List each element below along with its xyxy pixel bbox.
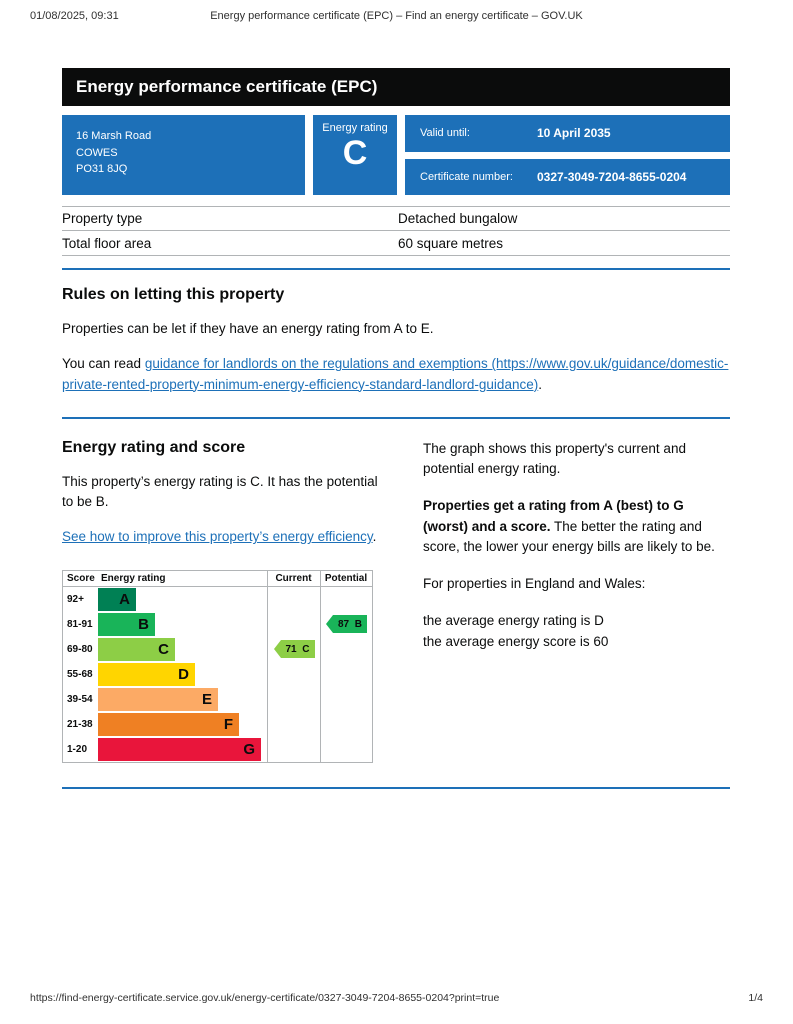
energy-rating-value: C <box>342 134 368 172</box>
address-line-2: COWES <box>76 146 118 159</box>
epc-band-row: 69-80 C <box>63 637 372 662</box>
average-rating-line: the average energy rating is D <box>423 613 604 629</box>
certificate-number-box: Certificate number: 0327-3049-7204-8655-… <box>405 158 730 195</box>
footer-page-number: 1/4 <box>748 992 763 1004</box>
page-content: Energy performance certificate (EPC) 16 … <box>62 68 730 789</box>
potential-rating-tag: 87 B <box>326 615 367 633</box>
band-bar-d: D <box>98 662 195 686</box>
guidance-prefix: You can read <box>62 356 145 372</box>
epc-banner: Energy performance certificate (EPC) <box>62 68 730 106</box>
chart-column-divider <box>267 570 268 762</box>
epc-chart-header: Score Energy rating Current Potential <box>63 571 372 587</box>
letting-rules-heading: Rules on letting this property <box>62 286 285 303</box>
rating-section-right-column: The graph shows this property's current … <box>423 439 730 669</box>
details-value: 60 square metres <box>398 235 504 251</box>
chart-header-current: Current <box>275 572 312 584</box>
epc-band-row: 92+ A <box>63 587 372 612</box>
certificate-number-label: Certificate number: <box>420 170 513 183</box>
valid-until-value: 10 April 2035 <box>537 126 611 141</box>
rating-and-score-section: Energy rating and score This property’s … <box>62 439 730 763</box>
details-label: Total floor area <box>62 235 152 251</box>
chart-header-potential: Potential <box>324 572 368 584</box>
address-box: 16 Marsh Road COWES PO31 8JQ <box>62 115 305 195</box>
band-bar-f: F <box>98 712 239 736</box>
details-label: Property type <box>62 211 143 226</box>
band-score-range: 39-54 <box>67 693 93 705</box>
epc-band-row: 21-38 F <box>63 712 372 737</box>
improve-efficiency-link[interactable]: See how to improve this property’s energ… <box>62 529 373 545</box>
address-line-3: PO31 8JQ <box>76 163 128 175</box>
band-score-range: 81-91 <box>67 618 93 630</box>
rating-explanation-text: Properties get a rating from A (best) to… <box>423 496 730 557</box>
landlord-guidance-paragraph: You can read guidance for landlords on t… <box>62 354 730 395</box>
tag-arrow-icon <box>273 640 281 658</box>
chart-column-divider <box>320 570 321 762</box>
details-value: Detached bungalow <box>398 211 518 226</box>
chart-header-rating: Energy rating <box>101 572 166 584</box>
band-bar-c: C <box>98 637 175 661</box>
band-bar-g: G <box>98 737 261 761</box>
rating-explanation-bold: Properties get a rating from A (best) to… <box>423 498 684 534</box>
epc-band-row: 55-68 D <box>63 662 372 687</box>
rating-summary-text: This property’s energy rating is C. It h… <box>62 473 378 509</box>
guidance-suffix: . <box>538 376 542 392</box>
section-divider <box>62 786 730 789</box>
print-datetime: 01/08/2025, 09:31 <box>30 10 125 22</box>
current-rating-tag: 71 C <box>273 640 315 658</box>
section-divider <box>62 268 730 270</box>
band-score-range: 1-20 <box>67 743 88 755</box>
print-page-title: Energy performance certificate (EPC) – F… <box>210 10 583 22</box>
footer-url: https://find-energy-certificate.service.… <box>30 992 500 1004</box>
tag-arrow-icon <box>326 615 333 633</box>
rating-section-left-column: Energy rating and score This property’s … <box>62 439 392 763</box>
band-bar-e: E <box>98 687 218 711</box>
valid-until-box: Valid until: 10 April 2035 <box>405 115 730 152</box>
print-header: Energy performance certificate (EPC) – F… <box>30 10 763 24</box>
table-row: Total floor area 60 square metres <box>62 231 730 256</box>
epc-rating-chart: Score Energy rating Current Potential 92… <box>62 569 373 763</box>
band-score-range: 69-80 <box>67 643 93 655</box>
graph-intro-text: The graph shows this property's current … <box>423 440 686 476</box>
tag-body: 87 B <box>333 615 367 633</box>
energy-rating-heading: Energy rating and score <box>62 438 246 456</box>
valid-until-label: Valid until: <box>420 127 470 140</box>
average-stats-text: the average energy rating is D the avera… <box>423 611 730 652</box>
band-score-range: 21-38 <box>67 718 93 730</box>
improve-suffix: . <box>372 529 377 545</box>
epc-band-row: 39-54 E <box>63 687 372 712</box>
improve-efficiency-paragraph: See how to improve this property’s energ… <box>62 527 392 547</box>
table-row: Property type Detached bungalow <box>62 206 730 231</box>
epc-band-rows: 92+ A 81-91 B 69-80 C 55-68 D 39-54 E 21-38 F 1-20 G <box>63 587 372 762</box>
epc-band-row: 1-20 G <box>63 737 372 762</box>
chart-header-score: Score <box>67 572 95 584</box>
print-footer: https://find-energy-certificate.service.… <box>30 992 763 1004</box>
epc-band-row: 81-91 B <box>63 612 372 637</box>
band-score-range: 92+ <box>67 593 84 605</box>
banner-title: Energy performance certificate (EPC) <box>76 77 378 96</box>
regions-intro-text: For properties in England and Wales: <box>423 576 646 591</box>
rating-explanation-rest: The better the rating and score, the low… <box>423 518 715 554</box>
address-line-1: 16 Marsh Road <box>76 130 152 142</box>
energy-rating-label: Energy rating <box>322 122 388 134</box>
tag-body: 71 C <box>280 640 315 658</box>
average-score-line: the average energy score is 60 <box>423 633 609 649</box>
section-divider <box>62 416 730 419</box>
band-bar-a: A <box>98 587 136 611</box>
letting-rules-intro: Properties can be let if they have an en… <box>62 321 434 336</box>
energy-rating-box: Energy rating C <box>313 115 397 195</box>
summary-card: 16 Marsh Road COWES PO31 8JQ Energy rati… <box>62 115 730 195</box>
band-bar-b: B <box>98 612 155 636</box>
summary-right-column: Valid until: 10 April 2035 Certificate n… <box>405 115 730 195</box>
property-details-table: Property type Detached bungalow Total fl… <box>62 206 730 256</box>
certificate-number-value: 0327-3049-7204-8655-0204 <box>537 169 687 184</box>
landlord-guidance-link[interactable]: guidance for landlords on the regulation… <box>62 356 729 392</box>
band-score-range: 55-68 <box>67 668 93 680</box>
